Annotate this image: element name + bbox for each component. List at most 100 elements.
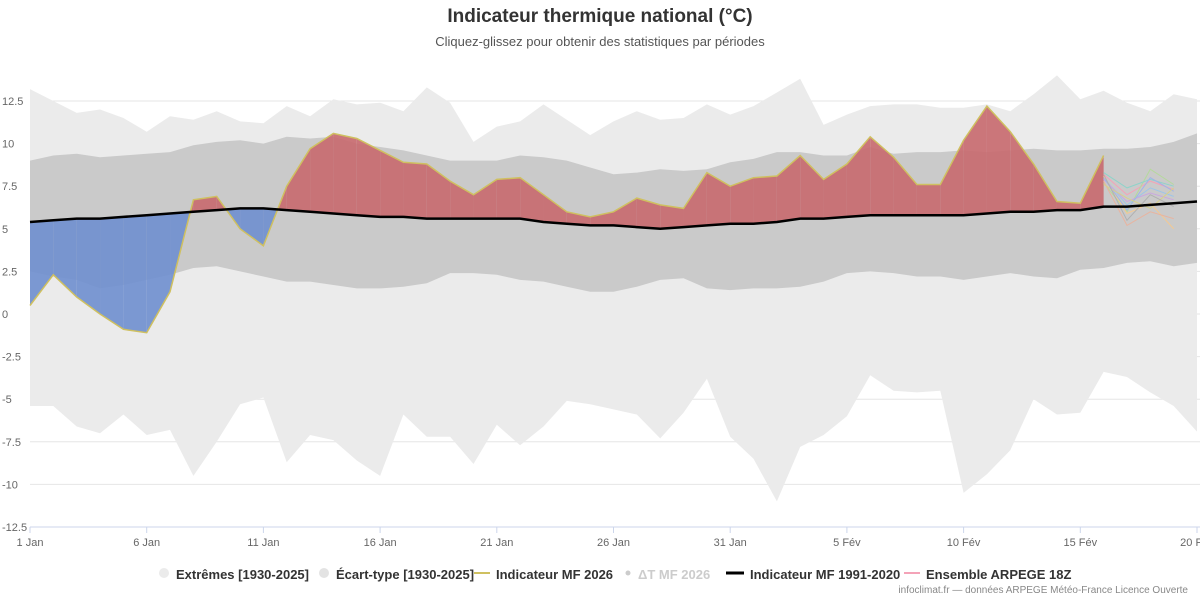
warm-anomaly-area[interactable] [916,184,941,216]
ensemble-arpege-series[interactable] [1103,168,1175,230]
warm-anomaly-area[interactable] [753,175,777,224]
cold-anomaly-area[interactable] [53,218,77,297]
cold-anomaly-area[interactable] [30,220,54,306]
legend-label-indicateur-2026: Indicateur MF 2026 [496,566,614,582]
cold-anomaly-area[interactable] [123,215,147,333]
legend-dot-icon [624,567,632,582]
warm-anomaly-area[interactable] [660,204,684,229]
legend-line-icon [474,567,490,582]
y-tick-label: 5 [2,224,8,236]
ensemble-member-line[interactable] [1103,184,1175,209]
x-tick-label: 15 Fév [1063,537,1097,549]
warm-anomaly-area[interactable] [683,172,707,228]
indicateur-2026-series[interactable] [29,104,1105,334]
warm-anomaly-area[interactable] [1080,155,1104,211]
warm-anomaly-area[interactable] [823,164,847,219]
cold-anomaly-area[interactable] [76,218,101,314]
legend-dot-icon [158,567,170,582]
x-tick-label: 10 Fév [947,537,981,549]
cold-anomaly-area[interactable] [240,208,264,246]
x-tick-label: 5 Fév [833,537,861,549]
warm-anomaly-area[interactable] [403,162,427,219]
x-tick-label: 6 Jan [133,537,160,549]
cold-anomaly-area[interactable] [100,216,124,330]
warm-anomaly-area[interactable] [636,198,661,229]
warm-anomaly-area[interactable] [986,106,1011,214]
y-tick-label: -2.5 [2,352,21,364]
ensemble-member-line[interactable] [1103,173,1174,196]
y-tick-label: 2.5 [2,266,17,278]
y-tick-label: 7.5 [2,181,17,193]
ensemble-member-line[interactable] [1103,174,1174,222]
warm-anomaly-area[interactable] [473,179,497,219]
warm-anomaly-area[interactable] [333,133,357,216]
legend-label-delta-t: ΔT MF 2026 [638,566,711,582]
x-tick-label: 31 Jan [714,537,747,549]
legend-label-normale: Indicateur MF 1991-2020 [750,566,901,582]
warm-anomaly-area[interactable] [1010,131,1034,212]
warm-anomaly-area[interactable] [590,211,614,226]
x-tick-label: 20 Fév [1180,537,1200,549]
legend-label-ensemble: Ensemble ARPEGE 18Z [926,566,1072,582]
warm-anomaly-area[interactable] [940,140,964,216]
warm-anomaly-area[interactable] [520,177,544,222]
legend-item-delta-t[interactable]: ΔT MF 2026 [624,563,710,585]
warm-anomaly-area[interactable] [310,133,334,214]
y-tick-label: 12.5 [2,96,23,108]
y-tick-label: 10 [2,139,14,151]
warm-anomaly-area[interactable] [893,157,917,216]
warm-anomaly-area[interactable] [450,181,474,219]
normale-line[interactable] [29,200,1198,231]
legend-item-extremes[interactable]: Extrêmes [1930-2025] [158,563,309,585]
legend: Extrêmes [1930-2025] Écart-type [1930-20… [0,563,1200,585]
warm-anomaly-area[interactable] [613,198,637,228]
warm-anomaly-area[interactable] [543,194,567,224]
y-tick-label: -10 [2,479,18,491]
legend-item-indicateur-2026[interactable]: Indicateur MF 2026 [474,563,613,585]
x-tick-label: 1 Jan [17,537,44,549]
ensemble-member-line[interactable] [1103,172,1174,189]
cold-anomaly-area[interactable] [146,213,171,333]
x-tick-label: 11 Jan [247,537,279,549]
warm-anomaly-area[interactable] [706,172,731,226]
x-tick-label: 26 Jan [597,537,630,549]
x-axis: 1 Jan 6 Jan 11 Jan 16 Jan 21 Jan 26 Jan 31 Jan… [17,527,1200,549]
warm-anomaly-area[interactable] [286,148,311,212]
x-tick-label: 16 Jan [364,537,397,549]
legend-label-ecart-type: Écart-type [1930-2025] [336,566,475,582]
y-tick-label: -12.5 [2,522,27,534]
chart-title: Indicateur thermique national (°C) [447,6,753,27]
ensemble-member-line[interactable] [1103,180,1174,227]
x-tick-label: 21 Jan [480,537,513,549]
warm-anomaly-area[interactable] [356,138,381,217]
warm-anomaly-area[interactable] [870,136,894,216]
legend-dot-icon [318,567,330,582]
warm-anomaly-area[interactable] [496,177,521,219]
legend-item-normale[interactable]: Indicateur MF 1991-2020 [726,563,900,585]
warm-anomaly-area[interactable] [380,150,404,217]
warm-anomaly-area[interactable] [800,155,824,219]
legend-item-ecart-type[interactable]: Écart-type [1930-2025] [318,563,474,585]
y-tick-label: -7.5 [2,437,21,449]
legend-label-extremes: Extrêmes [1930-2025] [176,566,309,582]
credits[interactable]: infoclimat.fr — données ARPEGE Météo-Fra… [898,585,1188,596]
chart-area[interactable]: 12.5 10 7.5 5 2.5 0 -2.5 -5 -7.5 -10 -12.5 1 Jan 6 … [0,0,1200,560]
warm-anomaly-area[interactable] [193,196,217,212]
legend-line-icon [904,567,920,582]
ensemble-member-line[interactable] [1103,179,1174,203]
indicateur-2026-line[interactable] [29,104,1105,334]
y-tick-label: 0 [2,309,8,321]
warm-anomaly-area[interactable] [963,106,987,216]
warm-anomaly-area[interactable] [566,211,591,226]
ensemble-member-line[interactable] [1103,177,1174,211]
delta-fill-series[interactable] [30,106,1104,333]
warm-anomaly-area[interactable] [846,136,871,217]
legend-line-icon [726,567,744,582]
legend-item-ensemble[interactable]: Ensemble ARPEGE 18Z [904,563,1071,585]
normale-series[interactable] [29,200,1198,231]
warm-anomaly-area[interactable] [1056,201,1081,211]
y-axis: 12.5 10 7.5 5 2.5 0 -2.5 -5 -7.5 -10 -12.5 [2,96,27,534]
warm-anomaly-area[interactable] [730,177,754,224]
warm-anomaly-area[interactable] [776,155,801,222]
warm-anomaly-area[interactable] [1033,164,1057,212]
